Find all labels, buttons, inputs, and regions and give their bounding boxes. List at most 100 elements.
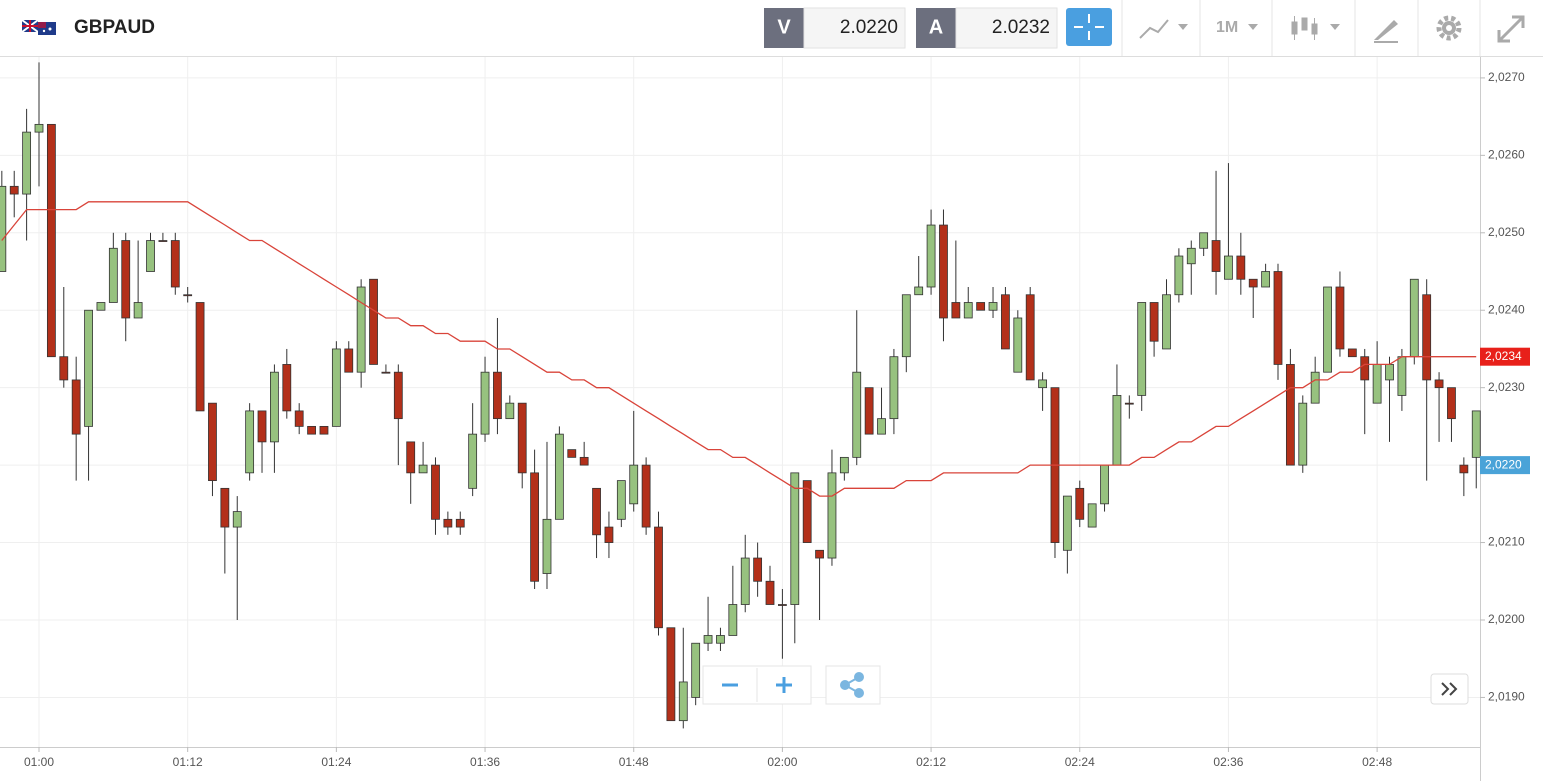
x-tick-label: 02:36 [1213,755,1243,769]
candle-body [914,286,924,296]
candle-body [1409,278,1419,358]
candle-body [616,480,626,520]
candle-body [505,402,515,420]
candle-body [567,449,577,458]
candle-body [1149,302,1159,342]
candle-body [703,635,713,644]
candle-body [1335,286,1345,350]
candle-body [654,526,663,629]
sell-price-box[interactable] [803,7,906,49]
buy-price: 2.0232 [992,17,1050,38]
y-tick-label: 2,0210 [1488,535,1525,549]
candle-body [889,356,899,420]
x-tick-label: 02:24 [1065,755,1095,769]
candle-body [1075,487,1085,520]
candle-body [480,371,490,435]
candle-body [839,456,849,474]
candle-body [827,472,837,559]
chart-type-button[interactable] [1139,19,1188,39]
candle-body [1137,302,1147,396]
sell-button[interactable] [764,8,804,48]
zoom-in[interactable] [776,677,792,693]
candle-body [1062,495,1072,551]
candle-body [257,410,267,443]
candle-body [46,123,56,358]
candle-body [1471,410,1481,458]
candle-body [493,371,502,420]
candle-body [1261,271,1271,288]
candle-body [1447,387,1456,420]
candle-body [22,131,32,195]
buy-price-box[interactable] [955,7,1058,49]
toolbar-separators [1121,0,1481,56]
x-tick-label: 01:36 [470,755,500,769]
settings-button[interactable] [1436,15,1462,41]
candle-body [629,464,639,505]
candle-body [1310,371,1320,404]
candle-body [406,441,416,474]
sell-label: V [777,16,791,38]
candle-body [443,518,453,528]
candle-body [1434,379,1444,389]
candle-body [381,371,391,374]
scroll-end-button[interactable] [1430,673,1469,705]
share-button[interactable] [825,665,881,705]
candle-body [1174,255,1184,296]
buy-button[interactable] [916,8,956,48]
sell-price: 2.0220 [840,17,898,38]
candle-body [1162,294,1171,350]
candle-body [1025,294,1035,381]
candle-body [418,464,428,474]
x-tick-label: 02:12 [916,755,946,769]
candle-body [542,518,552,574]
candle-body [307,425,316,435]
candle-body [468,433,478,489]
candle-type-button[interactable] [1291,16,1340,40]
candle-body [554,433,564,520]
candle-body [666,627,676,722]
candle-body [369,278,378,365]
y-tick-label: 2,0250 [1488,225,1525,239]
candle-body [1397,356,1407,396]
candle-body [641,464,651,528]
candle-body [158,240,168,242]
fullscreen-button[interactable] [1497,15,1525,43]
y-tick-label: 2,0260 [1488,148,1525,162]
candle-body [1100,464,1109,505]
candle-body [9,185,19,195]
drawing-button[interactable] [1374,20,1398,43]
candle-body [1385,364,1394,381]
candle-body [455,518,465,528]
candle-body [963,302,973,319]
candle-body [901,294,911,358]
x-tick-label: 01:24 [321,755,351,769]
candle-body [1273,271,1283,365]
timeframe-arrow [1248,24,1258,30]
timeframe[interactable]: 1M [1216,19,1238,36]
candle-body [0,185,7,272]
candle-body [121,240,131,319]
candle-body [270,371,279,443]
candle-body [740,557,750,605]
candle-body [1001,294,1010,350]
price-tag-label: 2,0234 [1485,349,1522,363]
candle-body [1199,232,1209,249]
candle-body [939,224,948,319]
candle-body [431,464,440,520]
candle-body [815,549,824,559]
candle-body [1236,255,1246,280]
y-tick-label: 2,0240 [1488,302,1525,316]
price-tag [1480,456,1530,475]
candle-body [1347,348,1357,358]
crosshair-button[interactable] [1066,8,1112,46]
candle-body [976,302,986,311]
candle-body [1087,503,1097,528]
candle-body [1038,379,1047,389]
x-tick-label: 01:00 [24,755,54,769]
symbol: GBPAUD [74,17,155,38]
candle-body [59,356,69,381]
candle-body [1224,255,1233,280]
candle-body [331,348,341,427]
candle-body [170,240,180,288]
candle-body [1298,402,1308,466]
